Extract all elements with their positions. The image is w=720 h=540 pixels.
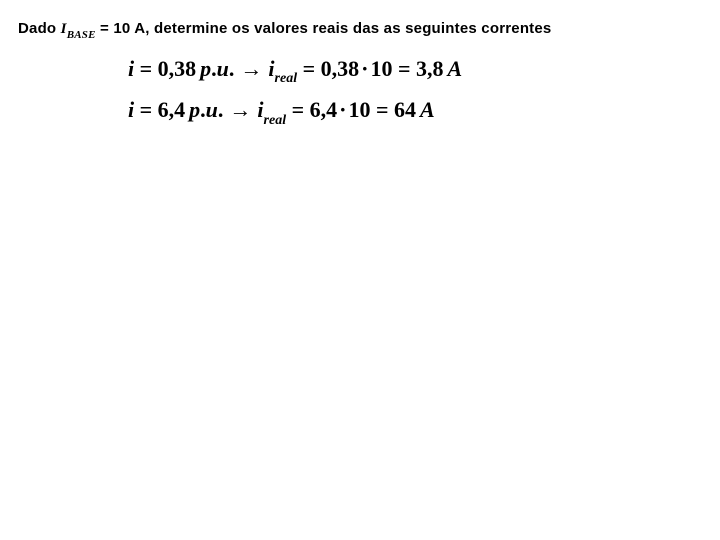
heading-ivar: I: [61, 21, 67, 37]
problem-statement: Dado IBASE = 10 A, determine os valores …: [18, 20, 702, 40]
eq-lhs-eq: =: [134, 56, 158, 81]
eq-mid-val1: 6,4: [310, 97, 338, 122]
eq-lhs-eq: =: [134, 97, 158, 122]
eq-lhs-unit-u: u: [206, 97, 218, 122]
page: Dado IBASE = 10 A, determine os valores …: [0, 0, 720, 540]
eq-mid-var: i: [268, 56, 274, 81]
eq-rhs-unit: A: [448, 56, 463, 81]
eq-mid-eq2: =: [371, 97, 395, 122]
eq-lhs-unit-p: p: [189, 97, 200, 122]
arrow-icon: →: [223, 99, 257, 121]
eq-lhs-unit-p: p: [200, 56, 211, 81]
eq-mid-eq2: =: [393, 56, 417, 81]
eq-mid-sub: real: [264, 113, 287, 128]
eq-mid-eq: =: [297, 56, 321, 81]
eq-rhs-unit: A: [420, 97, 435, 122]
eq-rhs-val: 3,8: [416, 56, 444, 81]
eq-mid-val1: 0,38: [321, 56, 360, 81]
eq-mid-mult: ·: [359, 58, 370, 80]
eq-rhs-val: 64: [394, 97, 416, 122]
equation-row: i = 0,38p.u.→ireal = 0,38·10 = 3,8A: [128, 58, 702, 85]
equations-block: i = 0,38p.u.→ireal = 0,38·10 = 3,8A i = …: [18, 58, 702, 127]
eq-mid-eq: =: [286, 97, 310, 122]
heading-prefix: Dado: [18, 20, 61, 37]
eq-mid-sub: real: [275, 71, 298, 86]
equation-row: i = 6,4p.u.→ireal = 6,4·10 = 64A: [128, 99, 702, 126]
eq-lhs-val: 6,4: [158, 97, 186, 122]
arrow-icon: →: [234, 58, 268, 80]
eq-mid-mult: ·: [337, 99, 348, 121]
eq-mid-val2: 10: [349, 97, 371, 122]
heading-isub: BASE: [67, 29, 96, 41]
heading-rest: = 10 A, determine os valores reais das a…: [96, 20, 552, 37]
eq-mid-val2: 10: [371, 56, 393, 81]
eq-lhs-val: 0,38: [158, 56, 197, 81]
eq-mid-var: i: [257, 97, 263, 122]
eq-lhs-unit-u: u: [217, 56, 229, 81]
